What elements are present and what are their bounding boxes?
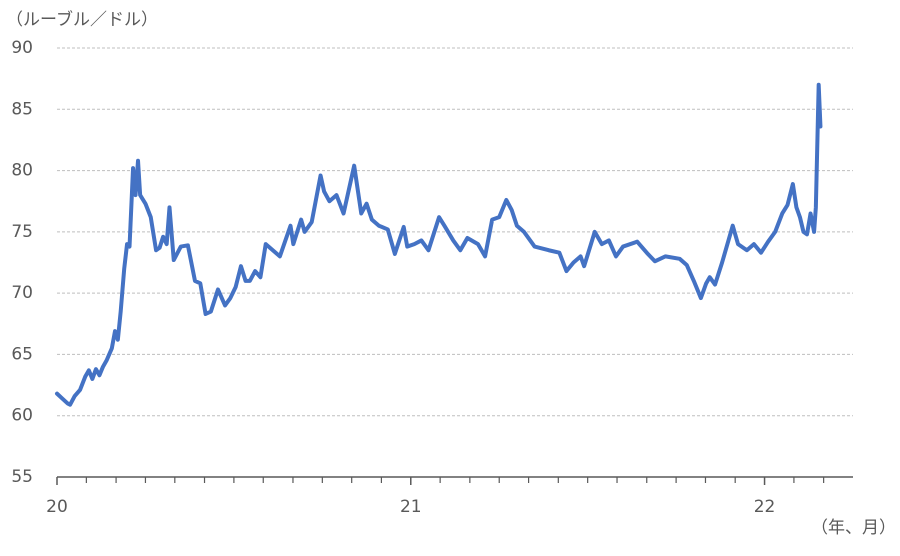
y-tick-label: 75 bbox=[11, 222, 33, 242]
x-tick-label: 21 bbox=[400, 497, 422, 517]
y-tick-label: 60 bbox=[11, 406, 33, 426]
y-axis-label: （ルーブル／ドル） bbox=[6, 9, 158, 30]
y-tick-label: 90 bbox=[11, 38, 33, 58]
x-axis-label: （年、月） bbox=[811, 518, 896, 538]
y-tick-label: 80 bbox=[11, 161, 33, 181]
y-tick-label: 85 bbox=[11, 99, 33, 119]
x-tick-label: 22 bbox=[754, 497, 776, 517]
y-tick-label: 55 bbox=[11, 467, 33, 487]
y-tick-label: 65 bbox=[11, 344, 33, 364]
line bbox=[55, 82, 823, 407]
x-tick-label: 20 bbox=[46, 497, 68, 517]
y-tick-label: 70 bbox=[11, 283, 33, 303]
